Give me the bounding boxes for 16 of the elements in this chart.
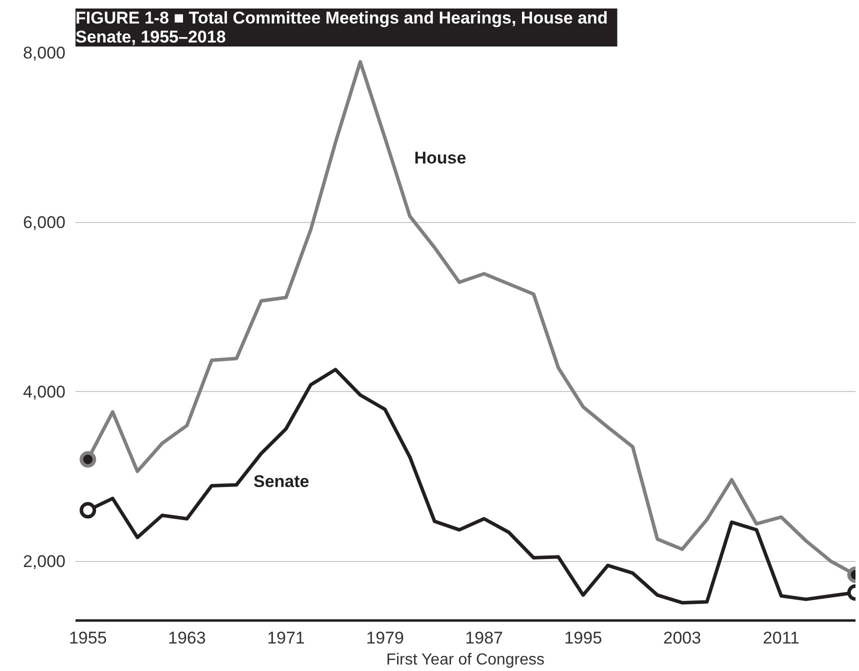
y-tick-label: 4,000 [22, 382, 66, 402]
x-tick-label: 2011 [762, 628, 800, 648]
series-label: House [414, 148, 466, 168]
x-tick-label: 1971 [267, 628, 305, 648]
x-axis-title: First Year of Congress [386, 652, 545, 668]
y-tick-label: 6,000 [22, 213, 66, 232]
chart-title: FIGURE 1-8 ■ Total Committee Meetings and Hearings, House and Senate, 1955–2018 [76, 8, 608, 46]
x-tick-label: 1963 [168, 628, 206, 648]
y-tick-label: 2,000 [22, 552, 66, 572]
x-tick-label: 1955 [68, 628, 107, 648]
x-tick-label: 2003 [663, 628, 702, 648]
x-tick-label: 1995 [564, 628, 602, 648]
x-tick-label: 1987 [465, 628, 503, 648]
y-tick-label: 8,000 [22, 44, 66, 62]
series-label: Senate [254, 472, 310, 492]
x-tick-label: 1979 [366, 628, 404, 648]
